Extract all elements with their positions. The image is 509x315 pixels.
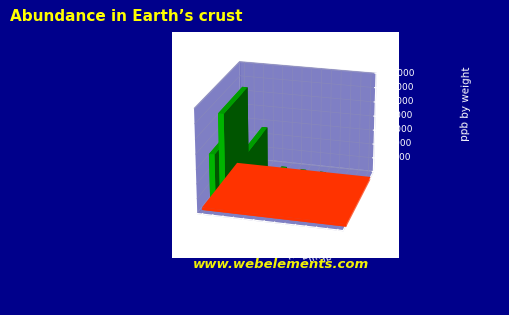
Text: Abundance in Earth’s crust: Abundance in Earth’s crust bbox=[10, 9, 242, 25]
Text: www.webelements.com: www.webelements.com bbox=[192, 258, 368, 271]
